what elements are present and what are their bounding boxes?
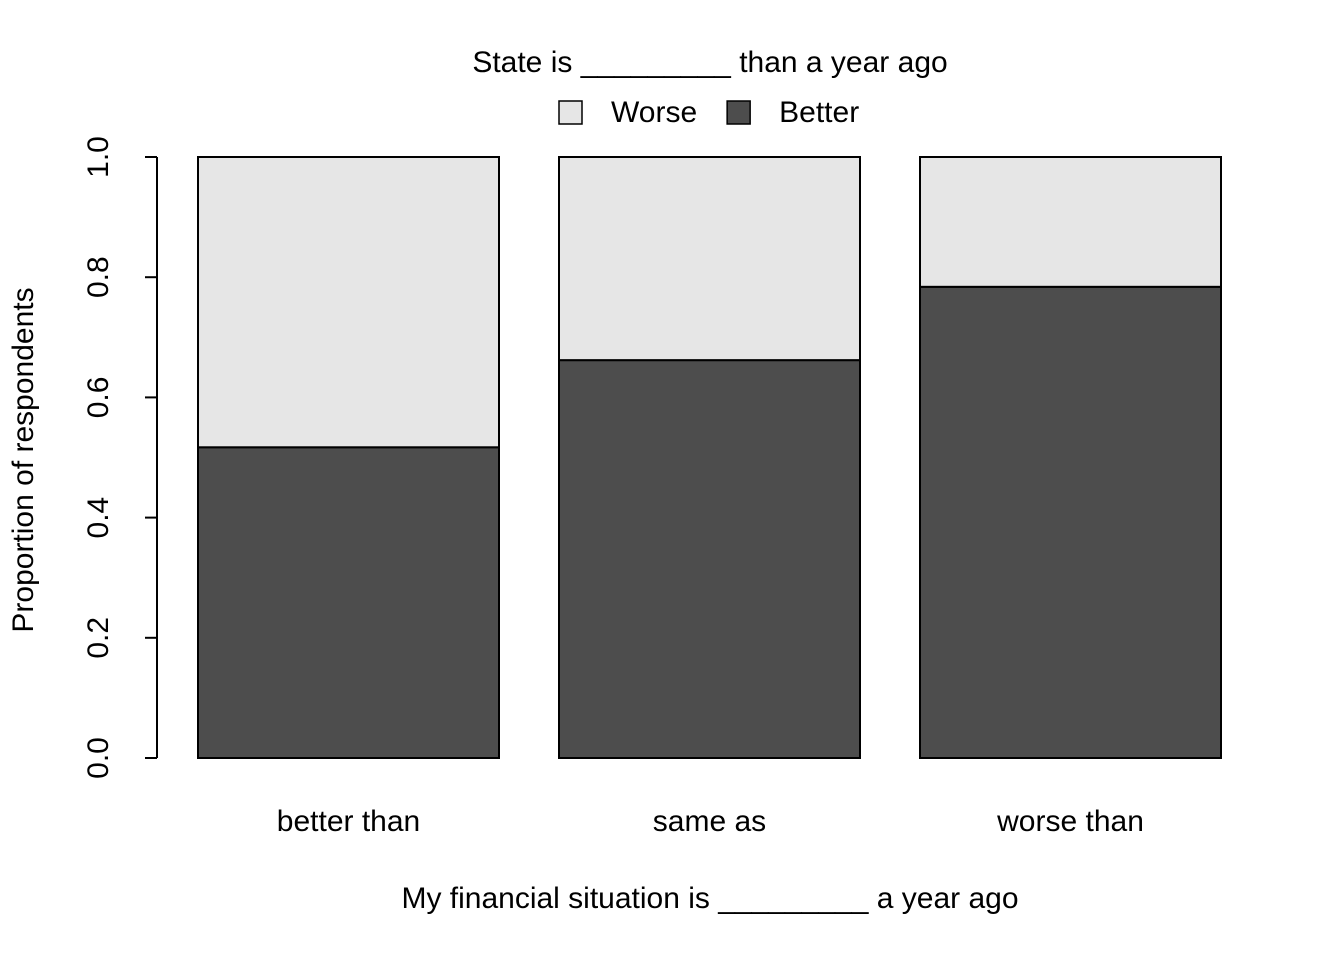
bar-segment xyxy=(558,359,861,759)
x-tick-label: same as xyxy=(653,805,766,838)
y-tick-label: 1.0 xyxy=(82,136,115,178)
y-tick-label: 0.8 xyxy=(82,256,115,298)
bar-segment xyxy=(558,156,861,362)
y-tick-label: 0.4 xyxy=(82,497,115,539)
legend-label: Worse xyxy=(611,96,697,129)
bar-segment xyxy=(197,446,500,759)
y-tick-label: 0.6 xyxy=(82,377,115,419)
x-tick-label: better than xyxy=(277,805,420,838)
legend-label: Better xyxy=(779,96,859,129)
bar-segment xyxy=(197,156,500,449)
legend-swatch xyxy=(726,100,751,125)
y-axis-title: Proportion of respondents xyxy=(7,287,40,632)
legend-title: State is _________ than a year ago xyxy=(472,46,947,79)
y-tick-label: 0.0 xyxy=(82,737,115,779)
x-axis-title: My financial situation is _________ a ye… xyxy=(401,882,1018,915)
y-tick-label: 0.2 xyxy=(82,617,115,659)
x-tick-label: worse than xyxy=(996,805,1144,838)
bar-segment xyxy=(919,285,1222,759)
legend-swatch xyxy=(558,100,583,125)
bar-segment xyxy=(919,156,1222,288)
